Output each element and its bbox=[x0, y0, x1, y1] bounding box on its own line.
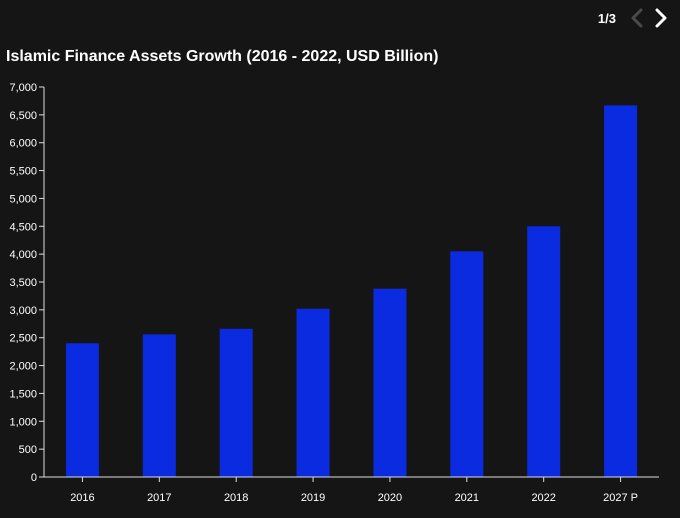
chart-pager: 1/3 bbox=[598, 6, 670, 30]
y-tick-label: 5,500 bbox=[9, 166, 37, 178]
bar-2021 bbox=[450, 251, 484, 477]
y-tick-label: 5,000 bbox=[9, 193, 37, 205]
bar-2017 bbox=[142, 334, 176, 477]
next-chart-button[interactable] bbox=[652, 6, 670, 30]
x-tick-label: 2017 bbox=[147, 492, 171, 504]
x-tick-label: 2018 bbox=[224, 492, 248, 504]
chevron-left-icon bbox=[631, 8, 643, 28]
y-tick-label: 2,500 bbox=[9, 333, 37, 345]
y-tick-label: 6,000 bbox=[9, 138, 37, 150]
y-tick-label: 500 bbox=[19, 444, 37, 456]
bar-2019 bbox=[296, 308, 330, 477]
bar-2018 bbox=[219, 328, 253, 477]
x-tick-label: 2016 bbox=[70, 492, 94, 504]
y-tick-label: 3,500 bbox=[9, 277, 37, 289]
chart-title: Islamic Finance Assets Growth (2016 - 20… bbox=[6, 48, 439, 65]
chevron-right-icon bbox=[655, 8, 667, 28]
y-tick-label: 3,000 bbox=[9, 305, 37, 317]
page-indicator: 1/3 bbox=[597, 10, 616, 26]
y-tick-label: 6,500 bbox=[9, 110, 37, 122]
previous-chart-button[interactable] bbox=[628, 6, 646, 30]
y-tick-label: 2,000 bbox=[9, 361, 37, 373]
bar-2022 bbox=[527, 226, 561, 477]
bar-2020 bbox=[373, 288, 407, 477]
x-tick-label: 2021 bbox=[455, 492, 479, 504]
y-tick-label: 1,500 bbox=[9, 388, 37, 400]
x-tick-label: 2022 bbox=[531, 492, 555, 504]
y-tick-label: 7,000 bbox=[9, 82, 37, 94]
y-tick-label: 1,000 bbox=[9, 416, 37, 428]
x-tick-label: 2019 bbox=[301, 492, 325, 504]
x-tick-label: 2027 P bbox=[603, 492, 638, 504]
y-tick-label: 0 bbox=[31, 472, 37, 484]
y-tick-label: 4,500 bbox=[9, 221, 37, 233]
y-tick-label: 4,000 bbox=[9, 249, 37, 261]
bar-2016 bbox=[65, 343, 99, 477]
x-tick-label: 2020 bbox=[378, 492, 402, 504]
bar-2027-p bbox=[604, 105, 638, 477]
